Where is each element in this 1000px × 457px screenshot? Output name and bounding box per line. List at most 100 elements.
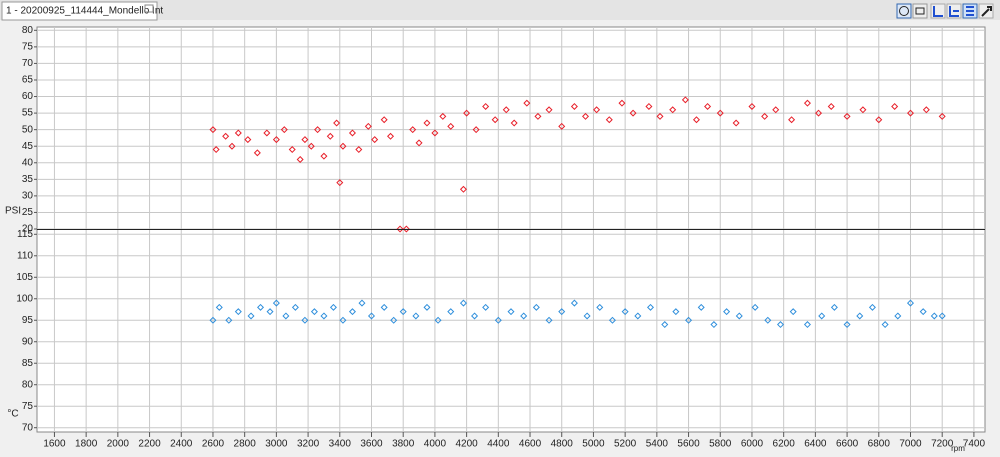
x-tick-label: 6000 [741, 439, 764, 450]
point [735, 312, 743, 320]
point [336, 179, 344, 187]
y-tick-label: 50 [22, 124, 34, 135]
point [307, 142, 315, 150]
tab-bar [0, 0, 1000, 20]
point [772, 106, 780, 114]
y-tick-label: 80 [22, 379, 34, 390]
point [494, 316, 502, 324]
chart-layer: 1600 1800 2000 2200 2400 2600 2800 3000 3200 3400… [5, 25, 986, 453]
point [906, 299, 914, 307]
point [710, 321, 718, 329]
point [263, 129, 271, 137]
point [215, 303, 223, 311]
point [685, 316, 693, 324]
point [301, 316, 309, 324]
point [906, 109, 914, 117]
point [582, 112, 590, 120]
point [621, 308, 629, 316]
x-tick-label: 4600 [519, 439, 542, 450]
point [570, 102, 578, 110]
point [661, 321, 669, 329]
point [510, 119, 518, 127]
point [288, 146, 296, 154]
x-tick-label: 2600 [202, 439, 225, 450]
point [570, 299, 578, 307]
y-tick-label: 35 [22, 174, 34, 185]
point [228, 142, 236, 150]
point [827, 102, 835, 110]
point [938, 112, 946, 120]
point [447, 308, 455, 316]
y-tick-label: 25 [22, 207, 34, 218]
point [257, 303, 265, 311]
point [634, 312, 642, 320]
point [859, 106, 867, 114]
y-tick-label: 95 [22, 315, 34, 326]
x-tick-label: 5400 [646, 439, 669, 450]
point [922, 106, 930, 114]
point [618, 99, 626, 107]
point [272, 299, 280, 307]
x-tick-label: 4000 [424, 439, 447, 450]
tab[interactable] [1, 1, 158, 21]
x-tick-label: 6600 [836, 439, 859, 450]
point [209, 126, 217, 134]
tab-close[interactable] [144, 4, 154, 13]
point [339, 316, 347, 324]
point [358, 299, 366, 307]
toolbar-button[interactable] [912, 3, 928, 19]
point [751, 303, 759, 311]
tab-label: 1 - 20200925_114444_Mondello Int [6, 6, 163, 17]
point [656, 112, 664, 120]
point [272, 136, 280, 144]
point [672, 308, 680, 316]
x-tick-label: 4400 [487, 439, 510, 450]
point [491, 116, 499, 124]
x-tick-label: 2000 [107, 439, 130, 450]
x-tick-label: 3000 [265, 439, 288, 450]
point [520, 312, 528, 320]
point [329, 303, 337, 311]
point [409, 126, 417, 134]
x-tick-label: 6800 [868, 439, 891, 450]
point [459, 185, 467, 193]
point [399, 308, 407, 316]
x-tick-label: 2200 [138, 439, 161, 450]
point [348, 129, 356, 137]
point [339, 142, 347, 150]
point [545, 316, 553, 324]
y-tick-label: 80 [22, 25, 34, 36]
point [472, 126, 480, 134]
y-tick-label: 65 [22, 75, 34, 86]
y-tick-label: 45 [22, 141, 34, 152]
x-tick-label: 4200 [455, 439, 478, 450]
point [593, 106, 601, 114]
point [320, 312, 328, 320]
x-tick-label: 3800 [392, 439, 415, 450]
y-tick-label: 110 [17, 250, 33, 261]
point [244, 136, 252, 144]
x-tick-label: 1600 [43, 439, 66, 450]
point [843, 321, 851, 329]
point [348, 308, 356, 316]
point [301, 136, 309, 144]
point [776, 321, 785, 329]
point [434, 316, 442, 324]
y-tick-label: 40 [22, 157, 34, 168]
point [669, 106, 677, 114]
x-tick-label: 5200 [614, 439, 637, 450]
y-tick-label: 30 [22, 191, 34, 202]
point [545, 106, 553, 114]
point [608, 316, 616, 324]
y-tick-label: 55 [22, 108, 34, 119]
y-tick-label: 115 [17, 229, 33, 240]
point [761, 112, 769, 120]
point [502, 106, 510, 114]
point [534, 112, 542, 120]
point [282, 312, 290, 320]
point [212, 146, 220, 154]
y-tick-label: 75 [22, 42, 34, 53]
point [463, 109, 471, 117]
y-tick-label: 70 [22, 422, 34, 433]
